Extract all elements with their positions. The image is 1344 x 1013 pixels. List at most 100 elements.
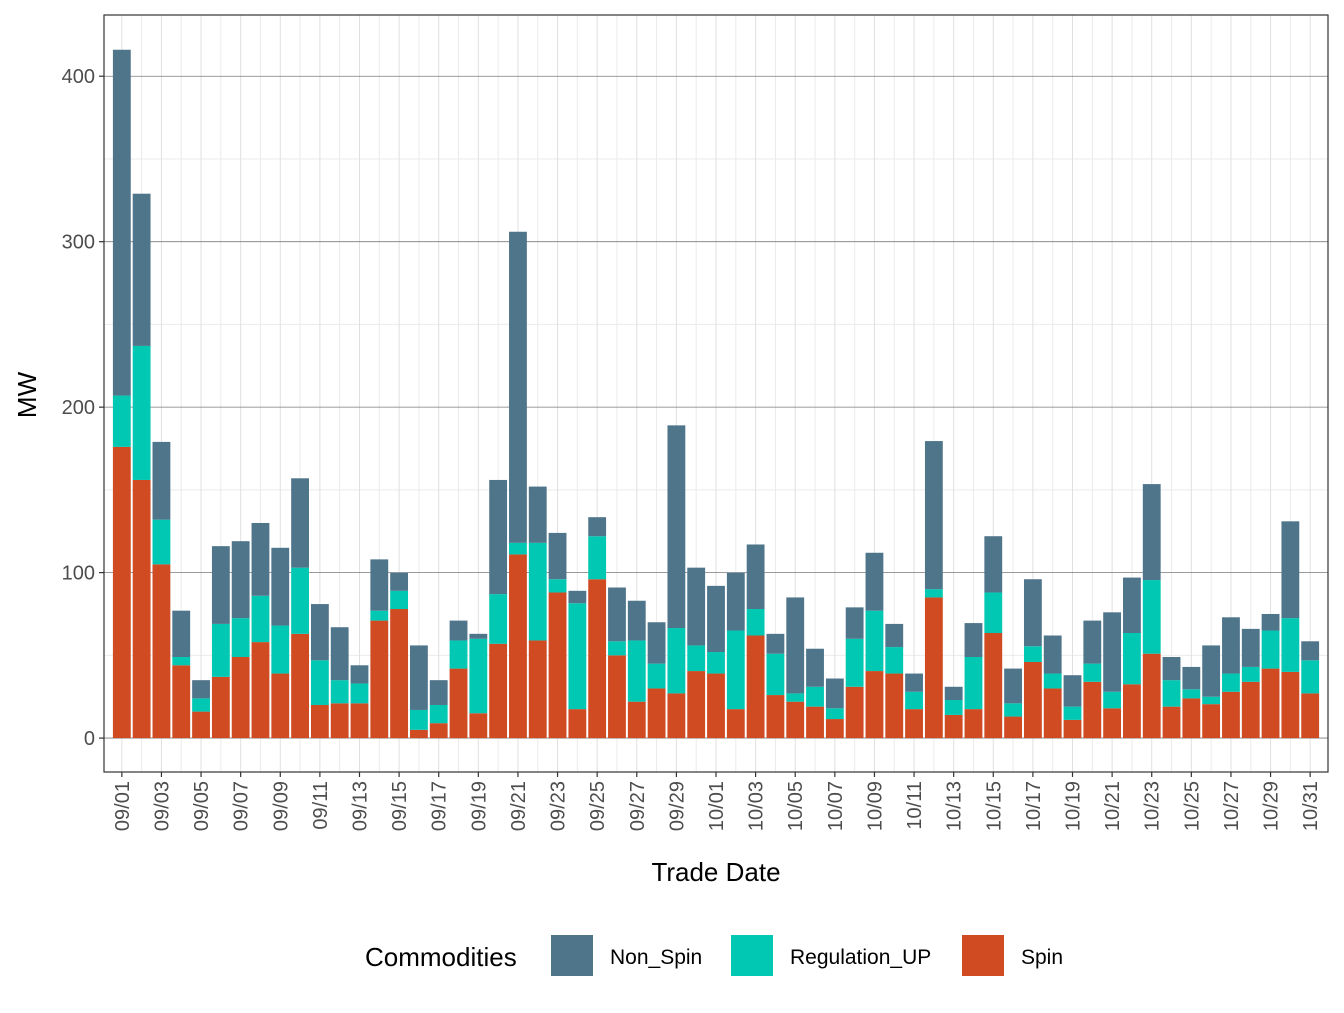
bar-non-spin bbox=[350, 665, 369, 684]
bar-non-spin bbox=[944, 686, 963, 701]
bar-non-spin bbox=[1043, 635, 1062, 674]
bar-spin bbox=[1123, 684, 1141, 739]
bar-regulation-up bbox=[924, 589, 943, 598]
bar-regulation-up bbox=[1241, 666, 1260, 682]
bar-spin bbox=[588, 579, 607, 739]
bar-spin bbox=[449, 668, 468, 739]
x-tick-label: 09/19 bbox=[468, 781, 490, 831]
bar-regulation-up bbox=[370, 610, 389, 621]
bar-regulation-up bbox=[707, 652, 725, 674]
bar-non-spin bbox=[1241, 628, 1260, 667]
bar-spin bbox=[370, 620, 389, 739]
bar-regulation-up bbox=[845, 638, 864, 687]
x-tick-label: 10/21 bbox=[1102, 781, 1124, 831]
bar-regulation-up bbox=[1123, 633, 1141, 685]
legend-label: Spin bbox=[1021, 946, 1063, 969]
bar-regulation-up bbox=[271, 625, 290, 674]
bar-non-spin bbox=[1301, 641, 1320, 661]
bar-spin bbox=[825, 719, 844, 739]
x-tick-label: 09/15 bbox=[389, 781, 411, 831]
bar-spin bbox=[291, 633, 309, 739]
bar-regulation-up bbox=[1261, 630, 1280, 669]
bar-non-spin bbox=[924, 441, 943, 590]
bar-spin bbox=[1004, 716, 1022, 739]
x-tick-label: 10/25 bbox=[1181, 781, 1203, 831]
bar-non-spin bbox=[964, 623, 983, 658]
bar-non-spin bbox=[1004, 668, 1022, 704]
bar-spin bbox=[608, 655, 626, 739]
x-tick-label: 10/15 bbox=[983, 781, 1005, 831]
bar-spin bbox=[271, 673, 290, 739]
bar-regulation-up bbox=[291, 567, 309, 634]
bar-spin bbox=[1063, 719, 1082, 739]
bar-non-spin bbox=[885, 623, 904, 648]
bar-spin bbox=[410, 729, 428, 739]
x-tick-label: 10/03 bbox=[746, 781, 768, 831]
bar-spin bbox=[429, 723, 448, 739]
bar-spin bbox=[1241, 681, 1260, 739]
bars bbox=[112, 49, 1320, 739]
bar-non-spin bbox=[1142, 484, 1161, 581]
bar-non-spin bbox=[390, 572, 409, 591]
bar-non-spin bbox=[726, 572, 745, 631]
bar-regulation-up bbox=[449, 640, 468, 669]
bar-spin bbox=[152, 564, 171, 739]
bar-regulation-up bbox=[786, 693, 805, 702]
x-tick-label: 10/09 bbox=[864, 781, 886, 831]
bar-non-spin bbox=[370, 559, 389, 611]
x-tick-label: 09/25 bbox=[587, 781, 609, 831]
bar-regulation-up bbox=[825, 708, 844, 720]
bar-regulation-up bbox=[429, 704, 448, 724]
bar-spin bbox=[1281, 671, 1300, 739]
y-tick-label: 0 bbox=[84, 728, 95, 750]
bar-regulation-up bbox=[469, 638, 488, 714]
x-tick-label: 09/21 bbox=[508, 781, 530, 831]
bar-regulation-up bbox=[865, 610, 884, 672]
bar-non-spin bbox=[865, 552, 884, 611]
bar-non-spin bbox=[647, 622, 666, 664]
bar-spin bbox=[1083, 681, 1102, 739]
bar-non-spin bbox=[588, 517, 607, 537]
bar-spin bbox=[1142, 653, 1161, 739]
bar-spin bbox=[786, 701, 805, 739]
x-tick-label: 10/17 bbox=[1023, 781, 1045, 831]
bar-spin bbox=[330, 703, 349, 739]
y-tick-label: 400 bbox=[62, 66, 95, 88]
bar-regulation-up bbox=[1182, 689, 1201, 699]
bar-spin bbox=[469, 713, 488, 739]
bar-non-spin bbox=[112, 49, 131, 396]
bar-non-spin bbox=[1261, 613, 1280, 631]
bar-non-spin bbox=[1083, 620, 1102, 664]
bar-spin bbox=[489, 643, 508, 739]
bar-regulation-up bbox=[410, 709, 428, 730]
bar-regulation-up bbox=[1004, 703, 1022, 717]
bar-spin bbox=[1202, 704, 1221, 739]
bar-regulation-up bbox=[1083, 663, 1102, 682]
bar-non-spin bbox=[548, 532, 567, 580]
bar-regulation-up bbox=[627, 640, 646, 702]
bar-non-spin bbox=[746, 544, 765, 610]
bar-regulation-up bbox=[251, 595, 270, 643]
bar-spin bbox=[627, 701, 646, 739]
x-tick-label: 10/23 bbox=[1142, 781, 1164, 831]
bar-spin bbox=[390, 609, 409, 739]
bar-non-spin bbox=[310, 604, 329, 661]
bar-non-spin bbox=[429, 680, 448, 705]
legend-label: Non_Spin bbox=[610, 946, 702, 969]
legend-key-regulation-up bbox=[731, 935, 773, 976]
bar-spin bbox=[964, 709, 983, 739]
bar-regulation-up bbox=[1063, 706, 1082, 720]
bar-regulation-up bbox=[944, 700, 963, 715]
bar-spin bbox=[509, 554, 527, 739]
bar-spin bbox=[568, 709, 587, 739]
x-tick-label: 09/01 bbox=[112, 781, 134, 831]
bar-regulation-up bbox=[132, 345, 151, 480]
x-tick-label: 09/13 bbox=[349, 781, 371, 831]
bar-regulation-up bbox=[1162, 680, 1181, 707]
bar-regulation-up bbox=[806, 686, 824, 707]
bar-non-spin bbox=[845, 607, 864, 639]
x-tick-label: 10/31 bbox=[1300, 781, 1322, 831]
x-tick-label: 10/29 bbox=[1261, 781, 1283, 831]
bar-non-spin bbox=[1162, 657, 1181, 681]
